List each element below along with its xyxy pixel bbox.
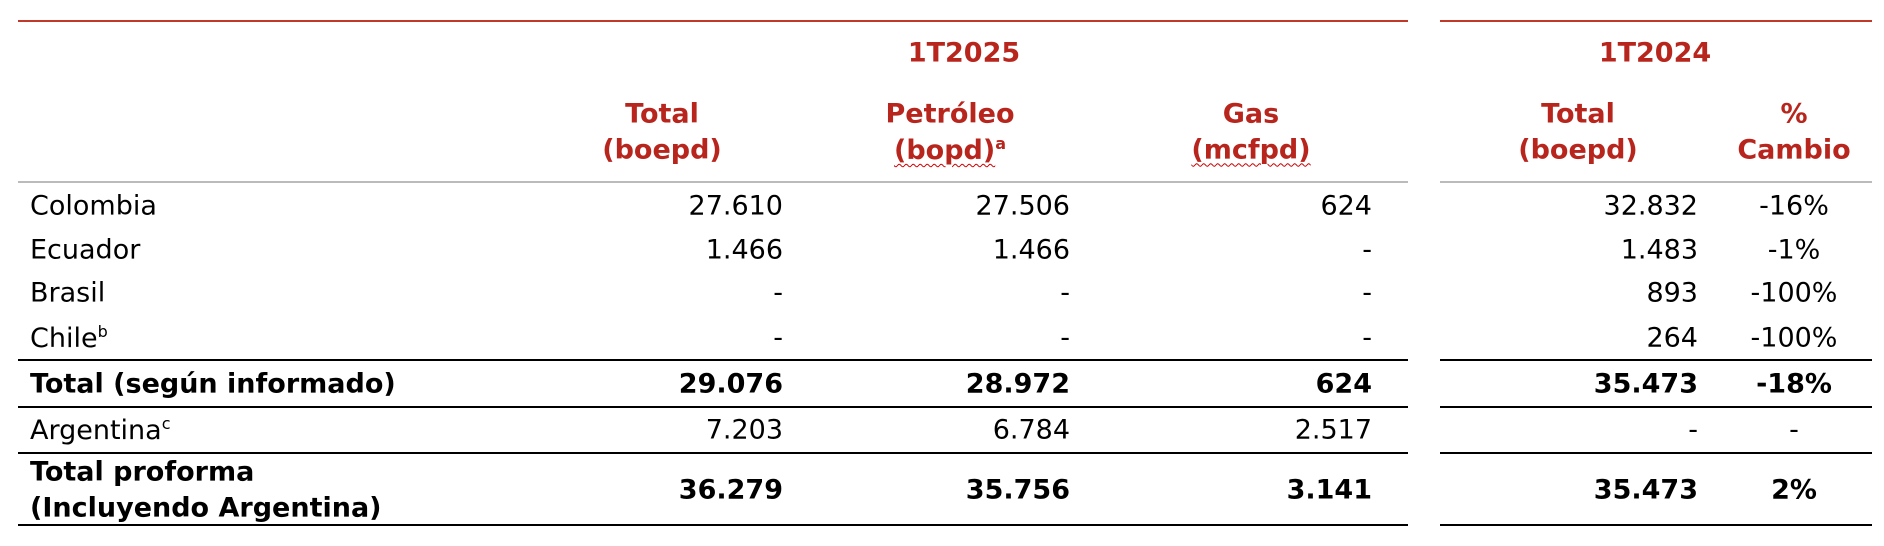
footnote-mark: a [995, 134, 1007, 153]
row-label-text: Colombia [30, 190, 157, 222]
rule [18, 181, 1408, 183]
row-label: Total proforma [30, 459, 254, 486]
group-header: 1T2024 [1598, 37, 1712, 69]
cell: 624 [1315, 368, 1372, 400]
cell: - [1060, 277, 1070, 309]
cell: 35.756 [965, 474, 1070, 506]
column-header: (boepd) [602, 137, 722, 164]
cell: 1.466 [992, 234, 1070, 266]
cell: 6.784 [992, 414, 1070, 446]
cell: -100% [1750, 322, 1838, 354]
cell: - [1362, 277, 1372, 309]
row-label: Argentinac [30, 414, 171, 446]
cell: 893 [1646, 277, 1698, 309]
column-unit: (bopd) [893, 135, 996, 166]
cell: 29.076 [678, 368, 783, 400]
cell: -16% [1759, 190, 1829, 222]
cell: 35.473 [1593, 368, 1698, 400]
row-label: Brasil [30, 280, 105, 307]
rule [18, 406, 1408, 408]
rule [18, 20, 1408, 22]
rule [1440, 524, 1872, 526]
rule [1440, 181, 1872, 183]
row-label-text: Total (según informado) [30, 368, 396, 400]
cell: 7.203 [705, 414, 783, 446]
column-header: (bopd)a [893, 134, 1007, 166]
cell: 2.517 [1294, 414, 1372, 446]
row-label: (Incluyendo Argentina) [30, 495, 382, 522]
cell: -1% [1767, 234, 1821, 266]
rule [1440, 452, 1872, 454]
cell: 27.610 [688, 190, 783, 222]
column-header: Gas [1222, 98, 1280, 130]
row-label-text: (Incluyendo Argentina) [30, 492, 382, 524]
rule [1440, 20, 1872, 22]
cell: - [1362, 234, 1372, 266]
cell: 1.483 [1620, 234, 1698, 266]
group-header: 1T2025 [907, 37, 1021, 69]
row-label: Ecuador [30, 237, 140, 264]
column-header: Petróleo [885, 98, 1015, 130]
cell: 1.466 [705, 234, 783, 266]
cell: 27.506 [975, 190, 1070, 222]
column-unit: (boepd) [1518, 134, 1638, 166]
row-label-text: Argentina [30, 415, 162, 446]
cell: - [773, 277, 783, 309]
footnote-mark: c [161, 414, 171, 433]
column-header: (boepd) [1518, 137, 1638, 164]
rule [18, 524, 1408, 526]
row-label: Colombia [30, 193, 157, 220]
rule [1440, 406, 1872, 408]
rule [1440, 359, 1872, 361]
cell: 28.972 [965, 368, 1070, 400]
footnote-mark: b [97, 322, 108, 341]
row-label-text: Total proforma [30, 456, 255, 488]
cell: - [773, 322, 783, 354]
column-unit: (boepd) [602, 134, 722, 166]
column-header: Total [625, 98, 699, 130]
cell: - [1688, 414, 1698, 446]
cell: 35.473 [1593, 474, 1698, 506]
cell: - [1362, 322, 1372, 354]
row-label-text: Ecuador [30, 234, 141, 266]
cell: 2% [1771, 474, 1817, 506]
cell: - [1789, 414, 1799, 446]
cell: 3.141 [1286, 474, 1372, 506]
row-label-text: Chile [30, 323, 98, 354]
column-header: (mcfpd) [1191, 137, 1310, 164]
row-label: Chileb [30, 322, 108, 354]
cell: 264 [1646, 322, 1698, 354]
column-unit: Cambio [1737, 134, 1851, 166]
column-unit: (mcfpd) [1191, 134, 1311, 166]
cell: 624 [1320, 190, 1372, 222]
rule [18, 452, 1408, 454]
row-label: Total (según informado) [30, 371, 396, 398]
column-header: % [1780, 98, 1808, 130]
rule [18, 359, 1408, 361]
cell: 36.279 [678, 474, 783, 506]
cell: 32.832 [1603, 190, 1698, 222]
cell: -100% [1750, 277, 1838, 309]
cell: - [1060, 322, 1070, 354]
cell: -18% [1756, 368, 1832, 400]
column-header: Cambio [1737, 137, 1850, 164]
column-header: Total [1541, 98, 1615, 130]
row-label-text: Brasil [30, 277, 106, 309]
